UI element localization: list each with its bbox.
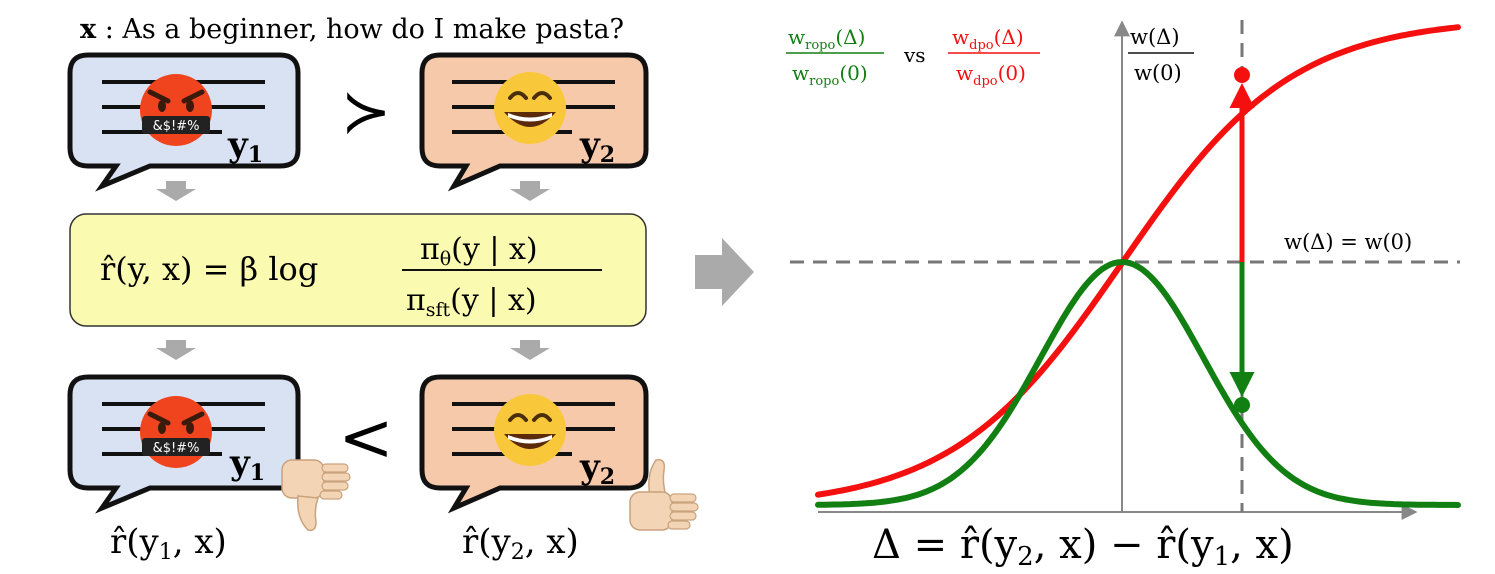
legend-dpo-numerator: wdpo(Δ) [952,25,1024,53]
reward-formula-numerator: πθ(y | x) [420,232,538,270]
prompt-text: : As a beginner, how do I make pasta? [96,14,624,45]
preference-less-than-symbol: < [338,399,393,476]
preference-succeeds-symbol: ≻ [341,77,391,147]
grinning-emoji-icon [494,72,566,144]
response-bubble-y1-top: &$!#% y1 [67,52,301,192]
down-arrow-icon [156,340,196,360]
profanity-text: &$!#% [153,119,200,134]
y-axis-label-numerator: w(Δ) [1130,25,1180,49]
response-bubble-y1-bottom: &$!#% y1 [67,374,301,514]
ropo-point [1234,397,1250,413]
legend: wropo(Δ) wropo(0) vs wdpo(Δ) wdpo(0) [786,25,1040,89]
reward-label-y1: r̂(y1, x) [110,522,227,565]
angry-emoji-icon: &$!#% [140,74,212,146]
legend-dpo-denominator: wdpo(0) [956,61,1026,89]
angry-emoji-icon: &$!#% [140,396,212,468]
response-bubble-y2-bottom: y2 [419,374,649,514]
right-arrow-icon [695,238,754,306]
thumbs-up-icon [629,458,699,531]
reference-line-label: w(Δ) = w(0) [1284,230,1412,254]
profanity-text: &$!#% [153,441,200,456]
legend-ropo-numerator: wropo(Δ) [788,25,865,53]
legend-ropo-denominator: wropo(0) [792,61,868,89]
response-label-y1: y1 [227,125,263,168]
reward-label-y2: r̂(y2, x) [462,522,579,565]
down-arrow-icon [510,181,550,201]
response-bubble-y2-top: y2 [419,52,649,192]
response-label-y2: y2 [579,447,615,490]
weight-plot: wropo(Δ) wropo(0) vs wdpo(Δ) wdpo(0) w(Δ… [786,20,1461,572]
ropo-weight-curve [815,258,1461,508]
y-axis-label-denominator: w(0) [1134,61,1182,85]
reward-formula-box: r̂(y, x) = β log πθ(y | x) πsft(y | x) [69,213,647,327]
legend-vs: vs [903,43,926,67]
response-label-y2: y2 [579,125,615,168]
dpo-weight-curve [815,24,1461,498]
x-axis-label: Δ = r̂(y2, x) − r̂(y1, x) [872,522,1294,572]
prompt-line: x : As a beginner, how do I make pasta? [80,14,624,45]
down-arrow-icon [156,181,196,201]
dpo-point [1234,67,1250,83]
down-arrow-icon [510,340,550,360]
thumbs-down-icon [281,459,351,532]
reward-formula-lhs: r̂(y, x) = β log [100,250,318,288]
reward-formula-denominator: πsft(y | x) [406,283,537,321]
response-label-y1: y1 [229,443,265,486]
grinning-emoji-icon [494,394,566,466]
prompt-variable: x [80,14,97,45]
